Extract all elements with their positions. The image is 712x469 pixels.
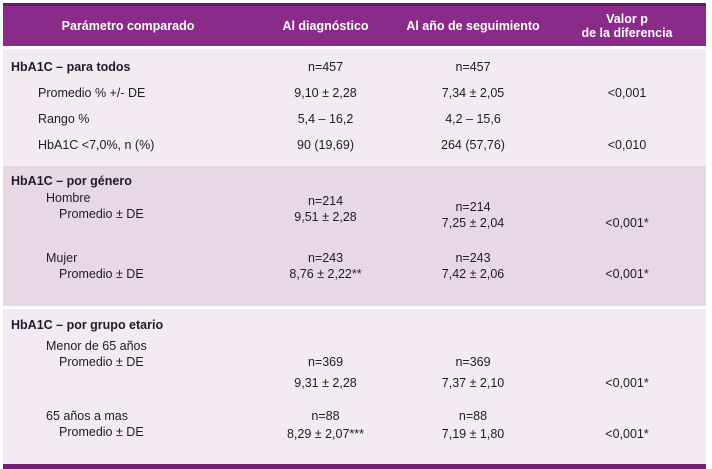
value-diagnostico: 8,76 ± 2,22** <box>289 267 362 281</box>
value-diagnostico: 90 (19,69) <box>297 138 354 152</box>
value-diagnostico: 9,51 ± 2,28 <box>294 210 357 224</box>
cell-seguimiento: n=243 7,42 ± 2,06 <box>398 250 548 282</box>
section-title: HbA1C – por género <box>11 174 132 188</box>
section-por-genero: HbA1C – por género Hombre Promedio ± DE … <box>3 166 706 306</box>
value-seguimiento: 264 (57,76) <box>441 138 505 152</box>
cell-diagnostico: n=88 8,29 ± 2,07*** <box>253 408 398 442</box>
header-parametro-comparado: Parámetro comparado <box>61 19 195 33</box>
n-seguimiento: n=88 <box>458 409 488 423</box>
n-diagnostico: n=243 <box>307 251 344 265</box>
p-value: <0,001* <box>605 216 649 230</box>
param-label: Promedio ± DE <box>59 207 144 221</box>
row-label-group: Menor de 65 años Promedio ± DE <box>3 338 253 391</box>
n-seguimiento: n=457 <box>455 60 491 74</box>
n-seguimiento: n=369 <box>455 355 491 369</box>
p-value: <0,001* <box>605 267 649 281</box>
row-label-group: 65 años a mas Promedio ± DE <box>3 408 253 442</box>
table-row: HbA1C – para todos n=457 n=457 <box>3 54 706 80</box>
value-diagnostico: 9,10 ± 2,28 <box>294 86 357 100</box>
section-title: HbA1C – para todos <box>11 60 131 74</box>
row-label: Promedio % +/- DE <box>38 86 146 100</box>
table-row: 65 años a mas Promedio ± DE n=88 8,29 ± … <box>3 408 706 442</box>
n-diagnostico: n=214 <box>307 194 344 208</box>
value-seguimiento: 7,19 ± 1,80 <box>441 427 505 441</box>
cell-seguimiento: n=88 7,19 ± 1,80 <box>398 408 548 442</box>
value-diagnostico: 8,29 ± 2,07*** <box>286 427 365 441</box>
section-grupo-etario: HbA1C – por grupo etario Menor de 65 año… <box>3 309 706 464</box>
row-label-group: Mujer Promedio ± DE <box>3 250 253 282</box>
param-label: Promedio ± DE <box>59 355 144 369</box>
group-label: 65 años a mas <box>46 409 128 423</box>
table-row: Menor de 65 años Promedio ± DE n=369 9,3… <box>3 338 706 391</box>
value-seguimiento: 4,2 – 15,6 <box>445 112 501 126</box>
p-value: <0,001* <box>605 427 649 441</box>
n-seguimiento: n=243 <box>455 251 491 265</box>
header-al-diagnostico: Al diagnóstico <box>282 19 369 33</box>
group-label: Menor de 65 años <box>46 339 147 353</box>
section-title: HbA1C – por grupo etario <box>11 318 164 332</box>
table-row: HbA1C <7,0%, n (%) 90 (19,69) 264 (57,76… <box>3 132 706 158</box>
row-label: Rango % <box>38 112 90 126</box>
group-label: Mujer <box>46 251 78 265</box>
header-valor-p: Valor p de la diferencia <box>548 8 706 44</box>
cell-diagnostico: n=214 9,51 ± 2,28 <box>253 190 398 231</box>
table-header-row: Parámetro comparado Al diagnóstico Al añ… <box>3 3 706 46</box>
value-seguimiento: 7,42 ± 2,06 <box>441 267 505 281</box>
row-label-group: Hombre Promedio ± DE <box>3 190 253 231</box>
table-row: Mujer Promedio ± DE n=243 8,76 ± 2,22** … <box>3 250 706 282</box>
n-diagnostico: n=457 <box>307 60 344 74</box>
cell-seguimiento: n=214 7,25 ± 2,04 <box>398 190 548 231</box>
value-seguimiento: 7,37 ± 2,10 <box>441 376 505 390</box>
p-value: <0,001* <box>605 376 649 390</box>
cell-seguimiento: n=369 7,37 ± 2,10 <box>398 338 548 391</box>
header-valor-p-line1: Valor p <box>606 12 648 26</box>
value-diagnostico: 9,31 ± 2,28 <box>294 376 357 390</box>
n-diagnostico: n=88 <box>311 409 340 423</box>
section-para-todos: HbA1C – para todos n=457 n=457 Promedio … <box>3 49 706 166</box>
row-label: HbA1C <7,0%, n (%) <box>38 138 155 152</box>
n-seguimiento: n=214 <box>455 200 491 214</box>
value-seguimiento: 7,25 ± 2,04 <box>441 216 505 230</box>
param-label: Promedio ± DE <box>59 425 144 439</box>
cell-diagnostico: n=243 8,76 ± 2,22** <box>253 250 398 282</box>
value-seguimiento: 7,34 ± 2,05 <box>441 86 505 100</box>
table-row: Promedio % +/- DE 9,10 ± 2,28 7,34 ± 2,0… <box>3 80 706 106</box>
param-label: Promedio ± DE <box>59 267 144 281</box>
p-value: <0,001 <box>607 86 647 100</box>
bottom-rule <box>3 464 706 469</box>
header-al-ano-seguimiento: Al año de seguimiento <box>406 19 540 33</box>
cell-diagnostico: n=369 9,31 ± 2,28 <box>253 338 398 391</box>
p-value: <0,010 <box>607 138 647 152</box>
n-diagnostico: n=369 <box>307 355 344 369</box>
table-row: Hombre Promedio ± DE n=214 9,51 ± 2,28 n… <box>3 190 706 231</box>
value-diagnostico: 5,4 – 16,2 <box>297 112 354 126</box>
group-label: Hombre <box>46 191 91 205</box>
header-valor-p-line2: de la diferencia <box>581 26 673 40</box>
hba1c-comparison-table: Parámetro comparado Al diagnóstico Al añ… <box>3 3 706 469</box>
table-row: Rango % 5,4 – 16,2 4,2 – 15,6 <box>3 106 706 132</box>
